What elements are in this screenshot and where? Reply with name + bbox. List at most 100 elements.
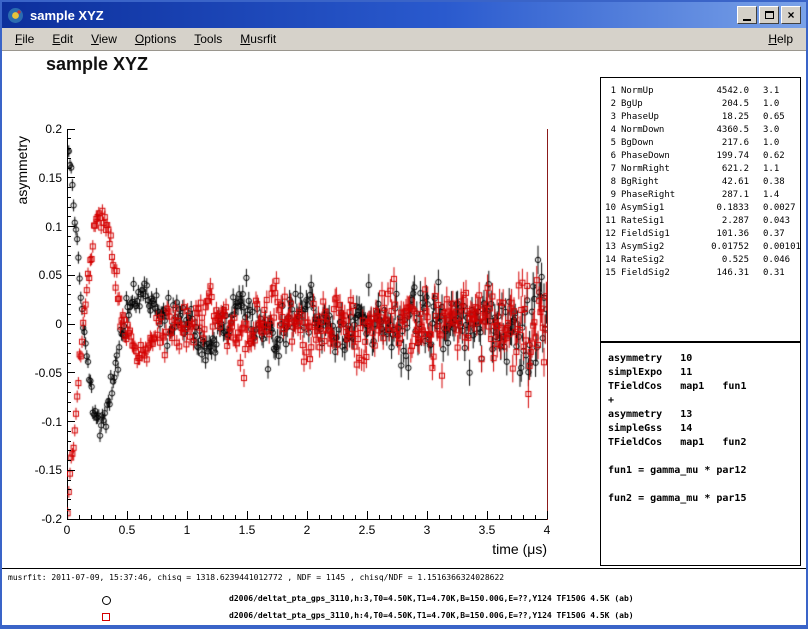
y-major-tick bbox=[67, 324, 75, 325]
y-minor-tick bbox=[67, 431, 71, 432]
y-minor-tick bbox=[67, 255, 71, 256]
x-minor-tick bbox=[211, 515, 212, 519]
x-tick-label: 3.5 bbox=[467, 523, 507, 537]
menu-item-file[interactable]: File bbox=[6, 29, 43, 49]
menu-left: FileEditViewOptionsToolsMusrfit bbox=[6, 29, 285, 49]
y-minor-tick bbox=[67, 207, 71, 208]
param-name: AsymSig2 bbox=[621, 241, 697, 254]
theory-line bbox=[608, 478, 793, 492]
x-major-tick bbox=[187, 511, 188, 519]
y-minor-tick bbox=[67, 246, 71, 247]
y-major-tick bbox=[67, 372, 75, 373]
y-minor-tick bbox=[67, 304, 71, 305]
window-controls: × bbox=[737, 6, 801, 24]
x-axis-line bbox=[67, 519, 548, 520]
y-major-tick bbox=[67, 275, 75, 276]
x-major-tick bbox=[487, 511, 488, 519]
close-button[interactable]: × bbox=[781, 6, 801, 24]
x-minor-tick bbox=[103, 515, 104, 519]
y-minor-tick bbox=[67, 158, 71, 159]
param-no: 2 bbox=[605, 98, 621, 111]
x-major-tick bbox=[247, 511, 248, 519]
x-major-tick bbox=[127, 511, 128, 519]
y-major-tick bbox=[67, 226, 75, 227]
param-err: 0.62 bbox=[749, 150, 796, 163]
x-tick-label: 1 bbox=[167, 523, 207, 537]
menu-item-view[interactable]: View bbox=[82, 29, 126, 49]
x-minor-tick bbox=[463, 515, 464, 519]
app-window: sample XYZ × FileEditViewOptionsToolsMus… bbox=[0, 0, 808, 629]
param-err: 0.046 bbox=[749, 254, 796, 267]
x-major-tick bbox=[307, 511, 308, 519]
param-err: 1.1 bbox=[749, 163, 796, 176]
x-minor-tick bbox=[439, 515, 440, 519]
y-minor-tick bbox=[67, 411, 71, 412]
param-val: 42.61 bbox=[697, 176, 749, 189]
x-minor-tick bbox=[535, 515, 536, 519]
legend-entry: d2006/deltat_pta_gps_3110,h:4,T0=4.50K,T… bbox=[2, 609, 806, 626]
x-major-tick bbox=[67, 511, 68, 519]
param-val: 18.25 bbox=[697, 111, 749, 124]
theory-line: fun2 = gamma_mu * par15 bbox=[608, 492, 793, 506]
parameter-row: 1NormUp4542.03.1 bbox=[605, 85, 796, 98]
y-minor-tick bbox=[67, 489, 71, 490]
minimize-button[interactable] bbox=[737, 6, 757, 24]
param-no: 5 bbox=[605, 137, 621, 150]
minimize-icon bbox=[743, 19, 751, 21]
param-no: 11 bbox=[605, 215, 621, 228]
x-minor-tick bbox=[259, 515, 260, 519]
param-err: 0.38 bbox=[749, 176, 796, 189]
parameter-row: 15FieldSig2146.310.31 bbox=[605, 267, 796, 280]
x-minor-tick bbox=[319, 515, 320, 519]
y-minor-tick bbox=[67, 480, 71, 481]
parameter-row: 6PhaseDown199.740.62 bbox=[605, 150, 796, 163]
theory-box: asymmetry 10simplExpo 11TFieldCos map1 f… bbox=[600, 342, 801, 566]
y-tick-label: -0.15 bbox=[20, 463, 62, 477]
param-val: 101.36 bbox=[697, 228, 749, 241]
param-err: 3.0 bbox=[749, 124, 796, 137]
y-tick-label: -0.1 bbox=[20, 415, 62, 429]
y-minor-tick bbox=[67, 168, 71, 169]
param-err: 0.00101 bbox=[749, 241, 801, 254]
legend-entry: d2006/deltat_pta_gps_3110,h:3,T0=4.50K,T… bbox=[2, 592, 806, 609]
maximize-button[interactable] bbox=[759, 6, 779, 24]
x-tick-label: 0 bbox=[47, 523, 87, 537]
param-name: RateSig2 bbox=[621, 254, 697, 267]
menu-item-tools[interactable]: Tools bbox=[185, 29, 231, 49]
theory-line: simpleGss 14 bbox=[608, 422, 793, 436]
y-minor-tick bbox=[67, 402, 71, 403]
legend-entry-label: d2006/deltat_pta_gps_3110,h:4,T0=4.50K,T… bbox=[229, 611, 634, 620]
param-err: 1.0 bbox=[749, 98, 796, 111]
param-val: 621.2 bbox=[697, 163, 749, 176]
x-major-tick bbox=[427, 511, 428, 519]
menu-item-options[interactable]: Options bbox=[126, 29, 185, 49]
menu-item-musrfit[interactable]: Musrfit bbox=[231, 29, 285, 49]
param-name: FieldSig1 bbox=[621, 228, 697, 241]
menu-item-edit[interactable]: Edit bbox=[43, 29, 82, 49]
plot-canvas[interactable] bbox=[67, 129, 547, 519]
param-val: 146.31 bbox=[697, 267, 749, 280]
y-minor-tick bbox=[67, 333, 71, 334]
y-major-tick bbox=[67, 470, 75, 471]
y-minor-tick bbox=[67, 509, 71, 510]
menu-item-help[interactable]: Help bbox=[759, 29, 802, 49]
parameter-row: 4NormDown4360.53.0 bbox=[605, 124, 796, 137]
y-minor-tick bbox=[67, 353, 71, 354]
y-minor-tick bbox=[67, 499, 71, 500]
param-val: 0.525 bbox=[697, 254, 749, 267]
maximize-icon bbox=[765, 11, 774, 19]
parameter-row: 14RateSig20.5250.046 bbox=[605, 254, 796, 267]
param-name: BgDown bbox=[621, 137, 697, 150]
theory-line bbox=[608, 450, 793, 464]
x-minor-tick bbox=[79, 515, 80, 519]
y-minor-tick bbox=[67, 236, 71, 237]
titlebar[interactable]: sample XYZ × bbox=[2, 2, 806, 28]
y-tick-label: 0.05 bbox=[20, 268, 62, 282]
window-title: sample XYZ bbox=[30, 8, 737, 23]
y-minor-tick bbox=[67, 148, 71, 149]
canvas-area: sample XYZ asymmetry time (μs) 1NormUp45… bbox=[2, 52, 806, 625]
param-name: PhaseRight bbox=[621, 189, 697, 202]
param-no: 6 bbox=[605, 150, 621, 163]
legend-entry-label: d2006/deltat_pta_gps_3110,h:3,T0=4.50K,T… bbox=[229, 594, 634, 603]
x-minor-tick bbox=[295, 515, 296, 519]
